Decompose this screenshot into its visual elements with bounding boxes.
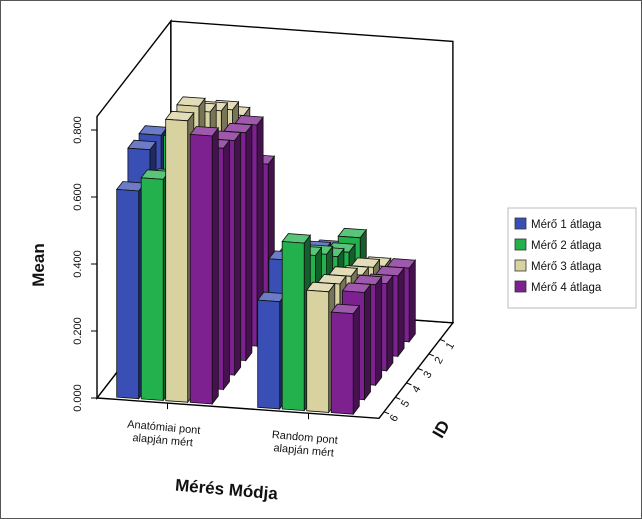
legend: Mérő 1 átlaga Mérő 2 átlaga Mérő 3 átlaga M… xyxy=(507,207,637,309)
x-axis-title: Mérés Módja xyxy=(174,476,279,504)
bar-side xyxy=(375,275,383,387)
z-tick xyxy=(406,382,412,386)
bar-front xyxy=(281,241,305,412)
legend-label: Mérő 3 átlaga xyxy=(531,261,602,273)
bar-front xyxy=(140,177,164,401)
z-tick xyxy=(439,338,446,342)
legend-swatch xyxy=(514,238,527,251)
z-tick xyxy=(417,367,423,371)
bar-front xyxy=(189,133,213,405)
y-tick-label: 0.000 xyxy=(72,384,84,412)
bar-front xyxy=(306,289,330,413)
y-tick-label: 0.600 xyxy=(72,183,84,211)
bar xyxy=(115,181,146,400)
z-tick-label: 1 xyxy=(444,340,457,351)
y-axis-title: Mean xyxy=(29,243,48,286)
z-tick-label: 2 xyxy=(433,355,446,366)
bar-front xyxy=(257,299,281,410)
bar-side xyxy=(222,139,230,391)
legend-label: Mérő 2 átlaga xyxy=(531,240,602,252)
bar-side xyxy=(352,304,360,416)
legend-swatch xyxy=(514,217,527,230)
y-tick-label: 0.400 xyxy=(72,250,84,278)
bar-side xyxy=(211,126,219,406)
bar xyxy=(330,303,361,416)
z-tick-label: 4 xyxy=(410,384,423,395)
bar-side xyxy=(397,266,405,358)
bar-side xyxy=(234,131,242,377)
bar-side xyxy=(245,123,253,362)
bars xyxy=(115,96,417,416)
y-tick-label: 0.200 xyxy=(72,317,84,345)
bar-front xyxy=(330,311,354,415)
z-tick-label: 6 xyxy=(388,413,401,424)
y-tick-label: 0.800 xyxy=(72,116,84,144)
legend-label: Mérő 4 átlaga xyxy=(531,282,602,294)
z-axis-title: ID xyxy=(429,417,454,441)
x-category-label: Random pontalapján mért xyxy=(270,429,338,460)
bar-side xyxy=(408,259,416,343)
bar-front xyxy=(165,118,189,403)
bar-side xyxy=(363,283,371,401)
bar xyxy=(305,281,336,414)
legend-swatch xyxy=(514,259,527,272)
chart-axes: 0.000 0.200 0.400 0.600 0.800 Anatómiai ponta… xyxy=(72,116,457,459)
legend-box xyxy=(507,207,637,309)
z-tick xyxy=(395,396,401,400)
bar-side xyxy=(386,274,394,372)
bar xyxy=(256,291,287,411)
legend-label: Mérő 1 átlaga xyxy=(531,219,602,231)
bar xyxy=(140,169,171,402)
z-tick xyxy=(383,411,390,415)
x-category-label: Anatómiai pontalapján mért xyxy=(126,419,201,450)
z-tick-label: 5 xyxy=(399,398,412,409)
bar xyxy=(281,233,312,412)
z-tick-label: 3 xyxy=(421,369,434,380)
legend-swatch xyxy=(514,280,527,293)
bar xyxy=(164,110,195,404)
bar-front xyxy=(116,188,140,400)
z-tick xyxy=(428,353,435,357)
bar xyxy=(189,126,220,406)
